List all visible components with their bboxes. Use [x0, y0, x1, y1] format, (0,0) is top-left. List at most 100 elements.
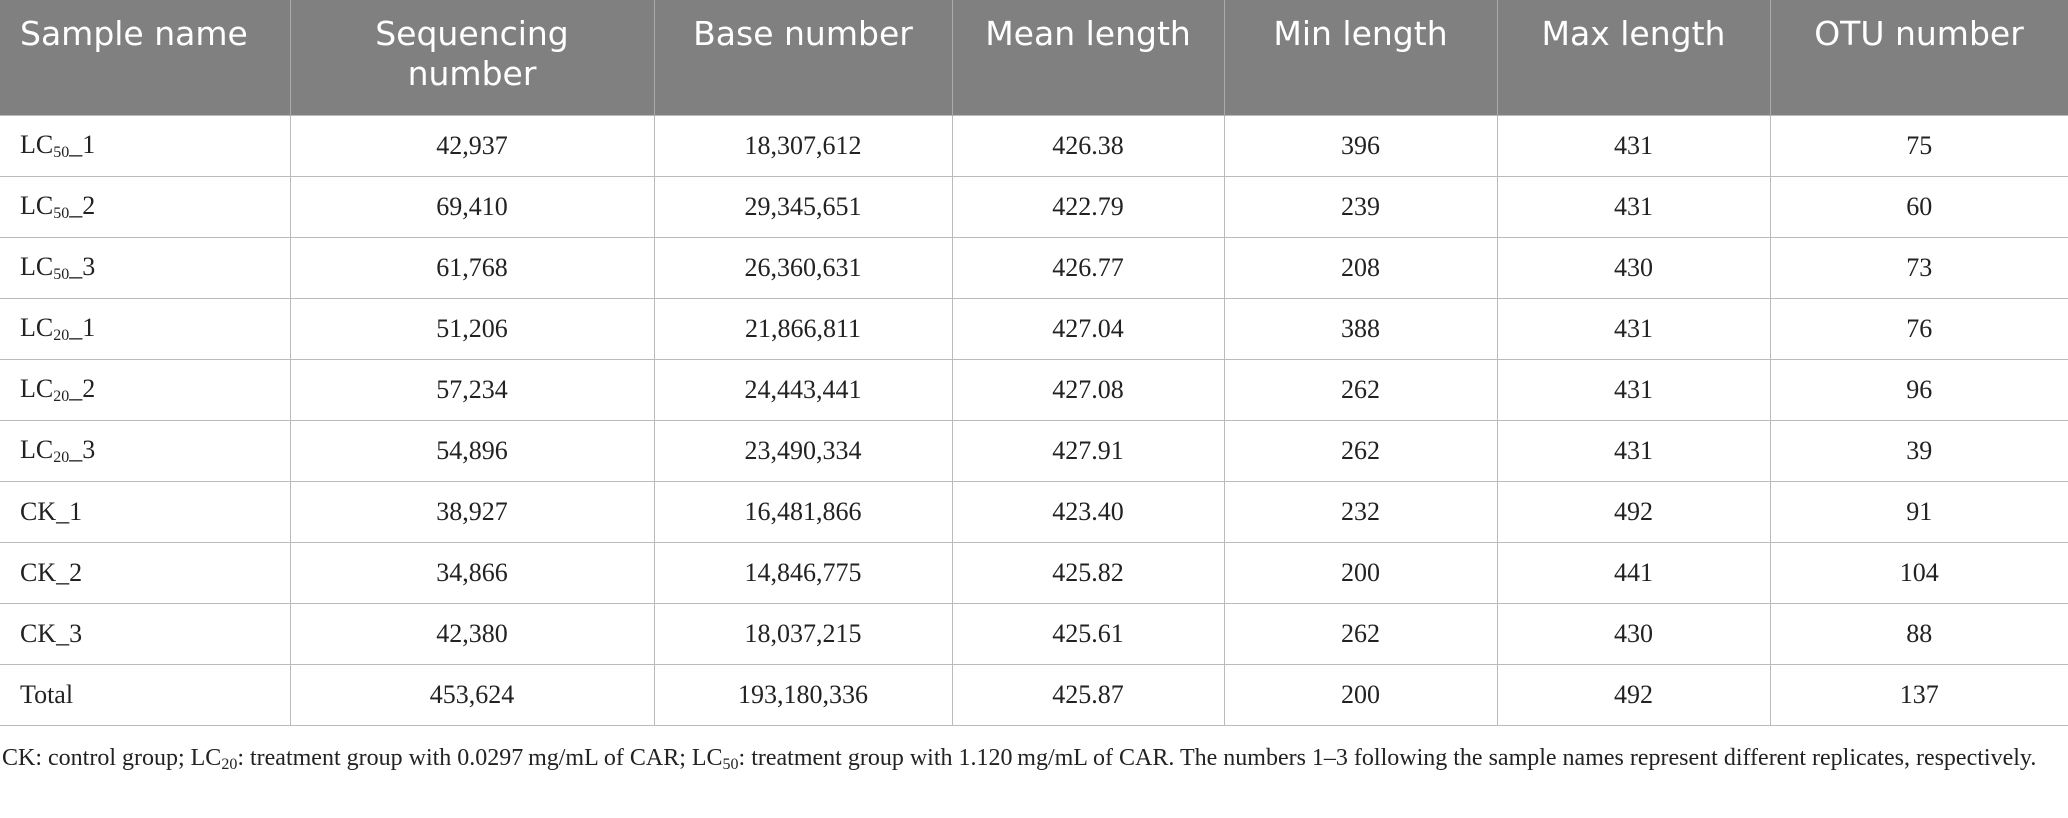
table-cell: 431	[1496, 114, 1771, 177]
cell-text: 426.38	[1052, 130, 1124, 160]
cell-text: 427.91	[1052, 435, 1124, 465]
cell-text: Total	[20, 679, 74, 709]
header-cell: Mean length	[952, 0, 1225, 115]
cell-text: _2	[69, 190, 96, 220]
table-cell: 200	[1223, 541, 1498, 604]
table-cell: 262	[1223, 358, 1498, 421]
table-cell: 18,307,612	[653, 114, 953, 177]
cell-text: 104	[1899, 557, 1939, 587]
cell-text: 200	[1341, 679, 1380, 709]
table-cell: LC50_3	[0, 236, 291, 299]
cell-text: 427.08	[1052, 374, 1124, 404]
table-cell: 425.82	[951, 541, 1225, 604]
table-cell: 430	[1496, 236, 1771, 299]
table-cell: 88	[1769, 602, 2068, 665]
table-cell: 427.04	[951, 297, 1225, 360]
table-cell: 492	[1496, 663, 1771, 726]
table-cell: 425.87	[951, 663, 1225, 726]
table-row: CK_2 34,866 14,846,775 425.82 200 441 104	[0, 541, 2068, 604]
table-cell: 18,037,215	[653, 602, 953, 665]
cell-text: 75	[1906, 130, 1933, 160]
cell-text: 492	[1614, 679, 1653, 709]
header-text: Mean length	[985, 14, 1191, 53]
header-cell: Sequencing number	[290, 0, 655, 115]
cell-subscript: 20	[53, 326, 70, 344]
table-cell: 137	[1769, 663, 2068, 726]
table-cell: 431	[1496, 175, 1771, 238]
cell-text: _2	[69, 373, 96, 403]
cell-text: 441	[1614, 557, 1653, 587]
cell-text: CK_3	[20, 618, 83, 648]
cell-text: 39	[1906, 435, 1933, 465]
header-text: OTU number	[1814, 14, 2024, 53]
cell-text: 431	[1614, 130, 1653, 160]
cell-text: LC	[20, 251, 54, 281]
table-cell: 441	[1496, 541, 1771, 604]
cell-text: 262	[1341, 435, 1380, 465]
table-cell: 16,481,866	[653, 480, 953, 543]
cell-text: 18,037,215	[744, 618, 862, 648]
cell-text: 38,927	[436, 496, 508, 526]
table-cell: 91	[1769, 480, 2068, 543]
cell-text: _3	[69, 251, 96, 281]
table-cell: CK_1	[0, 480, 291, 543]
table-cell: 388	[1223, 297, 1498, 360]
header-row: Sample name Sequencing number Base number M…	[0, 0, 2068, 115]
cell-text: CK_1	[20, 496, 83, 526]
table-cell: 262	[1223, 602, 1498, 665]
header-cell: Sample name	[0, 0, 291, 115]
table-cell: 200	[1223, 663, 1498, 726]
cell-subscript: 20	[53, 387, 70, 405]
cell-text: 431	[1614, 374, 1653, 404]
cell-text: _3	[69, 434, 96, 464]
header-cell: Min length	[1224, 0, 1498, 115]
cell-text: 431	[1614, 313, 1653, 343]
cell-text: _1	[69, 312, 96, 342]
table-cell: LC50_1	[0, 114, 291, 177]
cell-text: 425.87	[1052, 679, 1124, 709]
cell-subscript: 20	[53, 448, 70, 466]
table-cell: 423.40	[951, 480, 1225, 543]
table-cell: 431	[1496, 419, 1771, 482]
cell-text: 57,234	[436, 374, 508, 404]
cell-text: 425.82	[1052, 557, 1124, 587]
cell-subscript: 50	[53, 143, 70, 161]
table-cell: 427.08	[951, 358, 1225, 421]
cell-text: 76	[1906, 313, 1933, 343]
table-row: CK_3 42,380 18,037,215 425.61 262 430 88	[0, 602, 2068, 665]
cell-text: 23,490,334	[744, 435, 862, 465]
cell-text: CK_2	[20, 557, 83, 587]
table-cell: 42,937	[289, 114, 655, 177]
table-cell: 61,768	[289, 236, 655, 299]
cell-text: 91	[1906, 496, 1933, 526]
cell-text: 54,896	[436, 435, 508, 465]
cell-text: 232	[1341, 496, 1380, 526]
table-cell: 453,624	[289, 663, 655, 726]
cell-text: 453,624	[429, 679, 515, 709]
cell-text: 193,180,336	[738, 679, 868, 709]
table-cell: 73	[1769, 236, 2068, 299]
table-row: LC50_3 61,768 26,360,631 426.77 208 430 73	[0, 236, 2068, 299]
table-cell: 38,927	[289, 480, 655, 543]
cell-text: LC	[20, 373, 54, 403]
table-cell: 51,206	[289, 297, 655, 360]
table-cell: 422.79	[951, 175, 1225, 238]
table-cell: 23,490,334	[653, 419, 953, 482]
table-cell: 396	[1223, 114, 1498, 177]
cell-text: LC	[20, 129, 54, 159]
table-cell: 75	[1769, 114, 2068, 177]
cell-text: 430	[1614, 618, 1653, 648]
table-cell: 42,380	[289, 602, 655, 665]
cell-subscript: 50	[53, 204, 70, 222]
table-cell: 239	[1223, 175, 1498, 238]
table-cell: 54,896	[289, 419, 655, 482]
cell-text: 42,937	[436, 130, 508, 160]
cell-text: 16,481,866	[744, 496, 862, 526]
table-cell: 425.61	[951, 602, 1225, 665]
cell-text: 200	[1341, 557, 1380, 587]
table-row: LC20_1 51,206 21,866,811 427.04 388 431 76	[0, 297, 2068, 360]
cell-text: LC	[20, 312, 54, 342]
cell-text: 26,360,631	[744, 252, 862, 282]
cell-text: LC	[20, 434, 54, 464]
